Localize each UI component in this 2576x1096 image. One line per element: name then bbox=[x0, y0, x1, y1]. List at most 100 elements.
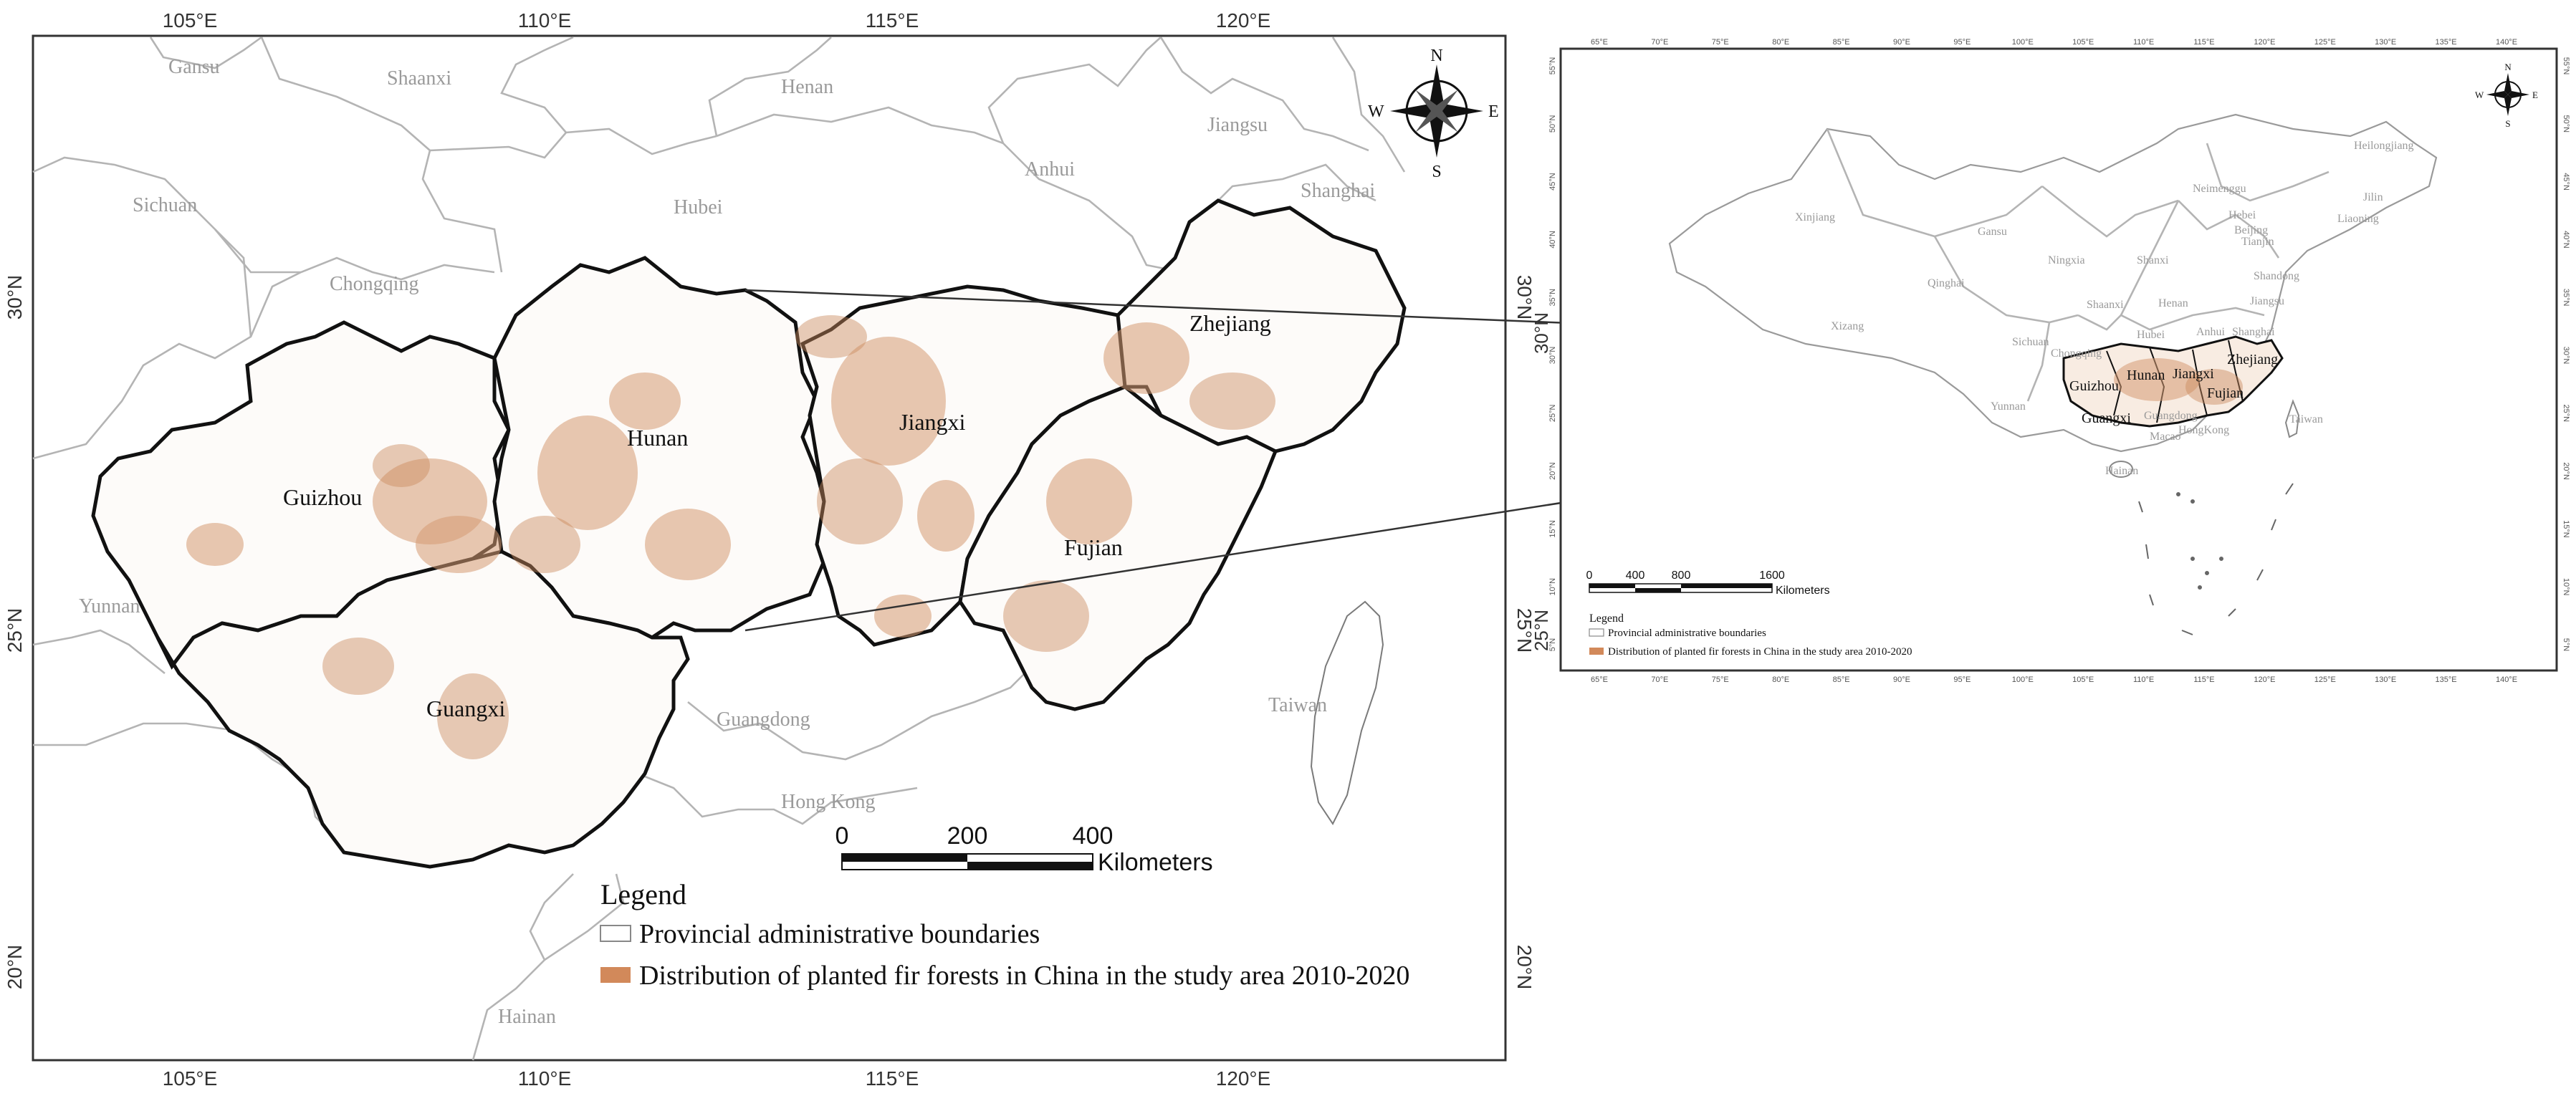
scale-label-400: 400 bbox=[1073, 822, 1114, 850]
compass-sw-icon bbox=[1415, 111, 1437, 133]
inset-left-tick: 25°N bbox=[1548, 404, 1557, 422]
inset-label-gansu: Gansu bbox=[1978, 226, 2007, 238]
inset-label-shandong: Shandong bbox=[2254, 270, 2299, 282]
label-gansu: Gansu bbox=[168, 56, 220, 78]
legend-boundary-swatch bbox=[600, 925, 631, 942]
inset-top-tick: 85°E bbox=[1833, 38, 1850, 47]
scale-label-0: 0 bbox=[835, 822, 849, 850]
inset-top-tick: 125°E bbox=[2314, 38, 2336, 47]
compass-s-label: S bbox=[1432, 163, 1441, 181]
label-shanghai: Shanghai bbox=[1301, 180, 1375, 202]
left-tick-25: 25°N bbox=[4, 608, 26, 653]
label-zhejiang: Zhejiang bbox=[1189, 310, 1271, 336]
compass-nw-icon bbox=[1415, 90, 1437, 111]
inset-label-xinjiang: Xinjiang bbox=[1795, 211, 1835, 223]
inset-top-tick: 135°E bbox=[2436, 38, 2457, 47]
inset-label-neimenggu: Neimenggu bbox=[2193, 183, 2246, 195]
label-taiwan: Taiwan bbox=[1268, 694, 1327, 716]
main-scale-bar: 0 200 400 Kilometers bbox=[835, 822, 1213, 876]
inset-label-jilin: Jilin bbox=[2363, 191, 2383, 203]
compass-se-icon bbox=[1437, 111, 1458, 133]
guangxi-boundary bbox=[155, 549, 690, 869]
inset-label-shaanxi: Shaanxi bbox=[2087, 299, 2124, 311]
inset-scale-400: 400 bbox=[1626, 569, 1645, 582]
inset-bottom-tick: 95°E bbox=[1953, 676, 1971, 684]
inset-bottom-tick: 135°E bbox=[2436, 676, 2457, 684]
compass-w-label: W bbox=[1368, 102, 1384, 121]
inset-top-tick: 120°E bbox=[2254, 38, 2275, 47]
inset-label-yunnan: Yunnan bbox=[1991, 400, 2026, 413]
inset-label-tianjin: Tianjin bbox=[2241, 236, 2274, 248]
inset-left-tick: 45°N bbox=[1548, 173, 1557, 191]
bottom-tick-105: 105°E bbox=[163, 1067, 218, 1090]
top-tick-115: 115°E bbox=[866, 9, 919, 32]
inset-left-tick: 40°N bbox=[1548, 231, 1557, 249]
legend-fir-label: Distribution of planted fir forests in C… bbox=[639, 961, 1409, 991]
compass-west-icon bbox=[1390, 104, 1437, 118]
inset-label-liaoning: Liaoning bbox=[2337, 213, 2379, 225]
label-yunnan: Yunnan bbox=[79, 595, 140, 617]
inset-grey-labels: Heilongjiang Jilin Liaoning Neimenggu Xi… bbox=[1795, 140, 2414, 477]
inset-label-beijing: Beijing bbox=[2234, 224, 2268, 236]
inset-top-tick: 95°E bbox=[1953, 38, 1971, 47]
inset-right-tick: 5°N bbox=[2562, 638, 2570, 652]
main-map: Gansu Shaanxi Henan Jiangsu Anhui Sichua… bbox=[4, 9, 1536, 1090]
inset-compass-north-icon bbox=[2504, 73, 2512, 95]
top-tick-105: 105°E bbox=[163, 9, 218, 32]
inset-label-qinghai: Qinghai bbox=[1928, 277, 1965, 289]
inset-compass-s: S bbox=[2505, 118, 2510, 129]
inset-label-jiangsu: Jiangsu bbox=[2250, 295, 2284, 307]
inset-bottom-tick: 115°E bbox=[2193, 676, 2214, 684]
inset-label-shanxi: Shanxi bbox=[2137, 254, 2169, 266]
inset-label-fujian: Fujian bbox=[2207, 385, 2244, 401]
compass-ne-icon bbox=[1437, 90, 1458, 111]
fujian-boundary bbox=[958, 385, 1278, 711]
inset-south-sea-islands bbox=[2138, 483, 2294, 635]
bottom-tick-110: 110°E bbox=[518, 1067, 572, 1090]
inset-bottom-tick: 130°E bbox=[2375, 676, 2396, 684]
label-guizhou: Guizhou bbox=[283, 484, 362, 510]
inset-compass-west-icon bbox=[2486, 91, 2508, 98]
inset-top-tick: 110°E bbox=[2133, 38, 2154, 47]
inset-label-sichuan: Sichuan bbox=[2012, 336, 2049, 348]
label-hong-kong: Hong Kong bbox=[781, 791, 875, 813]
inset-top-tick: 100°E bbox=[2012, 38, 2034, 47]
inset-label-xizang: Xizang bbox=[1831, 320, 1864, 332]
other-province-labels: Gansu Shaanxi Henan Jiangsu Anhui Sichua… bbox=[79, 56, 1375, 1028]
inset-label-shanghai: Shanghai bbox=[2232, 326, 2275, 338]
compass-e-label: E bbox=[1488, 102, 1499, 121]
inset-compass-w: W bbox=[2475, 90, 2484, 100]
inset-scale-unit: Kilometers bbox=[1776, 585, 1830, 597]
inset-top-tick: 65°E bbox=[1591, 38, 1608, 47]
inset-bottom-tick: 65°E bbox=[1591, 676, 1608, 684]
inset-right-ticks: 55°N 50°N 45°N 40°N 35°N 30°N 25°N 20°N 15°N 10°N… bbox=[2562, 57, 2570, 652]
inset-left-tick: 5°N bbox=[1548, 638, 1557, 652]
label-shaanxi: Shaanxi bbox=[387, 67, 451, 90]
inset-label-zhejiang: Zhejiang bbox=[2227, 352, 2278, 367]
inset-big-tick-30: 30°N bbox=[1531, 312, 1552, 354]
inset-top-tick: 90°E bbox=[1893, 38, 1910, 47]
inset-bottom-tick: 85°E bbox=[1833, 676, 1850, 684]
scale-unit: Kilometers bbox=[1098, 849, 1213, 876]
inset-left-tick: 20°N bbox=[1548, 462, 1557, 480]
main-bottom-ticks: 105°E 110°E 115°E 120°E bbox=[163, 1067, 1271, 1090]
inset-label-hainan: Hainan bbox=[2105, 465, 2138, 477]
inset-label-henan: Henan bbox=[2158, 297, 2188, 309]
inset-top-ticks: 65°E 70°E 75°E 80°E 85°E 90°E 95°E 100°E 105°E 11… bbox=[1591, 38, 2517, 47]
inset-left-tick: 15°N bbox=[1548, 520, 1557, 538]
inset-label-hunan: Hunan bbox=[2127, 367, 2165, 383]
label-hubei: Hubei bbox=[674, 196, 723, 218]
label-hunan: Hunan bbox=[627, 425, 688, 451]
inset-label-heilongjiang: Heilongjiang bbox=[2354, 140, 2414, 152]
other-province-boundaries bbox=[32, 36, 1406, 1061]
right-tick-25: 25°N bbox=[1513, 608, 1536, 653]
main-top-ticks: 105°E 110°E 115°E 120°E bbox=[163, 9, 1271, 32]
inset-big-left-ticks: 30°N 25°N bbox=[1531, 312, 1552, 651]
inset-label-macao: Macao bbox=[2150, 431, 2181, 443]
inset-scale-0: 0 bbox=[1586, 569, 1593, 582]
inset-bottom-tick: 70°E bbox=[1651, 676, 1668, 684]
label-jiangxi: Jiangxi bbox=[899, 409, 966, 435]
inset-right-tick: 55°N bbox=[2562, 57, 2570, 75]
inset-scale-bar: 0 400 800 1600 Kilometers bbox=[1586, 569, 1830, 597]
